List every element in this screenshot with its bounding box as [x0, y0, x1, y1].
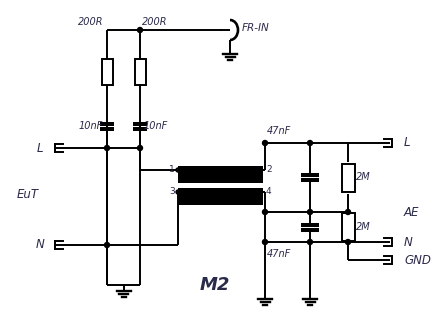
Text: N: N: [36, 238, 44, 251]
Circle shape: [307, 141, 313, 145]
Text: GND: GND: [404, 253, 431, 267]
Text: L: L: [404, 136, 411, 149]
Bar: [178, 188, 263, 205]
Circle shape: [345, 239, 351, 245]
Bar: [134, 59, 146, 85]
Text: 10nF: 10nF: [144, 121, 168, 131]
Circle shape: [307, 210, 313, 214]
Text: N: N: [404, 236, 413, 249]
Bar: [102, 59, 112, 85]
Text: 2: 2: [266, 166, 272, 175]
Text: EuT: EuT: [17, 189, 39, 202]
Circle shape: [105, 145, 109, 151]
Circle shape: [262, 210, 268, 214]
Bar: [341, 164, 354, 191]
Text: 200R: 200R: [142, 17, 167, 27]
Text: 47nF: 47nF: [267, 126, 291, 136]
Circle shape: [262, 141, 268, 145]
Circle shape: [176, 190, 180, 194]
Text: M2: M2: [200, 276, 230, 294]
Text: FR-IN: FR-IN: [242, 23, 270, 33]
Text: 47nF: 47nF: [267, 249, 291, 259]
Text: 2M: 2M: [356, 172, 371, 182]
Text: 1: 1: [169, 166, 175, 175]
Bar: [341, 213, 354, 241]
Text: 4: 4: [266, 188, 272, 196]
Circle shape: [105, 242, 109, 248]
Circle shape: [137, 28, 143, 32]
Circle shape: [345, 210, 351, 214]
Text: 3: 3: [169, 188, 175, 196]
Circle shape: [176, 168, 180, 172]
Circle shape: [262, 239, 268, 245]
Text: 2M: 2M: [356, 222, 371, 232]
Text: 200R: 200R: [78, 17, 103, 27]
Text: L: L: [37, 142, 43, 155]
Text: AE: AE: [404, 205, 419, 218]
Circle shape: [307, 239, 313, 245]
Text: 10nF: 10nF: [79, 121, 103, 131]
Bar: [178, 166, 263, 183]
Circle shape: [137, 145, 143, 151]
